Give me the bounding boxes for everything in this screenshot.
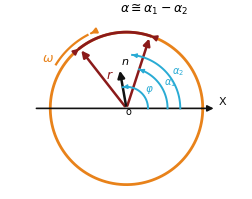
Text: $\varphi$: $\varphi$ [144, 84, 153, 96]
Text: $\alpha_1$: $\alpha_1$ [164, 77, 175, 89]
Text: $\alpha_2$: $\alpha_2$ [171, 66, 183, 78]
Text: $\omega$: $\omega$ [42, 52, 54, 65]
Text: r: r [107, 69, 112, 82]
Text: $\alpha \cong \alpha_1 - \alpha_2$: $\alpha \cong \alpha_1 - \alpha_2$ [119, 2, 187, 18]
Text: o: o [124, 107, 130, 117]
Text: X: X [217, 97, 225, 107]
Text: n: n [121, 57, 128, 67]
